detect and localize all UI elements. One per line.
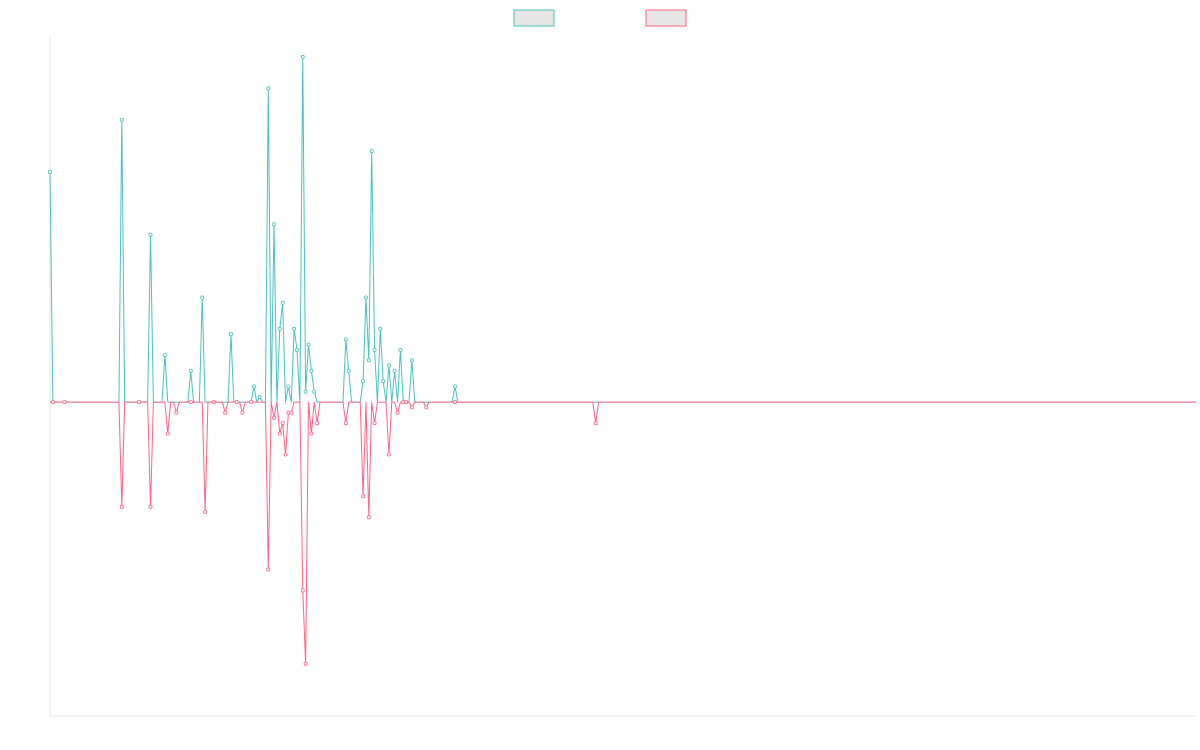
series-1-point-20[interactable] (289, 410, 294, 415)
series-1-point-15[interactable] (272, 415, 277, 420)
series-0-point-24[interactable] (363, 295, 368, 300)
series-1-point-4[interactable] (148, 504, 153, 509)
series-1-point-14[interactable] (266, 567, 271, 572)
series-1-point-13[interactable] (249, 400, 254, 405)
series-0-point-34[interactable] (452, 384, 457, 389)
series-0-point-15[interactable] (295, 347, 300, 352)
series-0-point-28[interactable] (378, 326, 383, 331)
series-0-point-6[interactable] (228, 332, 233, 337)
series-1-point-27[interactable] (366, 515, 371, 520)
series-0-point-2[interactable] (148, 232, 153, 237)
series-1-point-22[interactable] (303, 661, 308, 666)
series-1-point-25[interactable] (343, 421, 348, 426)
series-1-point-11[interactable] (234, 400, 239, 405)
series-1-point-12[interactable] (240, 410, 245, 415)
series-0-point-26[interactable] (369, 149, 374, 154)
series-0-point-10[interactable] (272, 222, 277, 227)
series-1-point-23[interactable] (309, 431, 314, 436)
series-1-point-35[interactable] (452, 400, 457, 405)
series-1-point-2[interactable] (119, 504, 124, 509)
series-1-point-33[interactable] (409, 405, 414, 410)
series-1-point-9[interactable] (211, 400, 216, 405)
series-0-point-14[interactable] (292, 326, 297, 331)
series-0-point-1[interactable] (119, 117, 124, 122)
series-0-point-29[interactable] (381, 379, 386, 384)
series-0-point-32[interactable] (398, 347, 403, 352)
series-1-point-16[interactable] (277, 431, 282, 436)
series-1-point-24[interactable] (315, 421, 320, 426)
series-0-point-4[interactable] (188, 368, 193, 373)
series-0-point-16[interactable] (300, 54, 305, 59)
series-1-point-30[interactable] (395, 410, 400, 415)
series-1-point-36[interactable] (593, 421, 598, 426)
series-1-point-1[interactable] (62, 400, 67, 405)
series-1-point-34[interactable] (424, 405, 429, 410)
series-layer (48, 54, 1196, 666)
series-line-0 (49, 56, 1196, 403)
series-1-point-28[interactable] (372, 421, 377, 426)
legend (513, 9, 687, 27)
series-0-point-0[interactable] (48, 169, 53, 174)
series-0-point-19[interactable] (309, 368, 314, 373)
series-0-point-5[interactable] (200, 295, 205, 300)
series-1-point-6[interactable] (174, 410, 179, 415)
series-0-point-27[interactable] (372, 347, 377, 352)
series-1-point-10[interactable] (223, 410, 228, 415)
legend-swatch-1[interactable] (645, 9, 687, 27)
series-0-point-11[interactable] (277, 326, 282, 331)
series-1-point-29[interactable] (386, 452, 391, 457)
legend-swatch-0[interactable] (513, 9, 555, 27)
series-1-point-3[interactable] (137, 400, 142, 405)
series-0-point-7[interactable] (251, 384, 256, 389)
series-1-point-21[interactable] (300, 588, 305, 593)
series-1-point-18[interactable] (283, 452, 288, 457)
series-0-point-30[interactable] (386, 363, 391, 368)
series-0-point-23[interactable] (361, 379, 366, 384)
series-1-point-5[interactable] (165, 431, 170, 436)
series-0-point-21[interactable] (343, 337, 348, 342)
series-0-point-22[interactable] (346, 368, 351, 373)
series-0-point-25[interactable] (366, 358, 371, 363)
series-0-point-17[interactable] (303, 389, 308, 394)
series-0-point-12[interactable] (280, 300, 285, 305)
series-1-point-17[interactable] (280, 421, 285, 426)
series-1-point-0[interactable] (50, 400, 55, 405)
series-0-point-20[interactable] (312, 389, 317, 394)
series-0-point-13[interactable] (286, 384, 291, 389)
series-1-point-8[interactable] (203, 509, 208, 514)
series-0-point-9[interactable] (266, 86, 271, 91)
series-1-point-7[interactable] (188, 400, 193, 405)
series-0-point-3[interactable] (162, 353, 167, 358)
series-1-point-32[interactable] (404, 400, 409, 405)
series-0-point-33[interactable] (409, 358, 414, 363)
series-0-point-8[interactable] (257, 394, 262, 399)
series-1-point-26[interactable] (361, 494, 366, 499)
series-0-point-18[interactable] (306, 342, 311, 347)
series-line-1 (50, 401, 1196, 665)
series-0-point-31[interactable] (392, 368, 397, 373)
